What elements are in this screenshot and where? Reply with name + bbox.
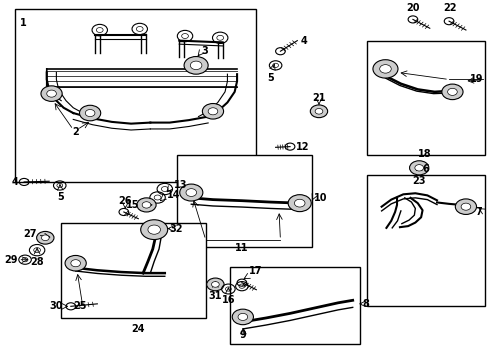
Circle shape bbox=[454, 199, 475, 215]
Text: 8: 8 bbox=[362, 299, 368, 309]
Text: 27: 27 bbox=[23, 229, 37, 239]
Text: 15: 15 bbox=[126, 200, 140, 210]
Text: 10: 10 bbox=[313, 193, 327, 203]
Text: 29: 29 bbox=[4, 255, 17, 265]
Circle shape bbox=[294, 199, 305, 207]
Text: 24: 24 bbox=[131, 324, 145, 334]
Circle shape bbox=[183, 57, 208, 74]
Circle shape bbox=[142, 202, 150, 208]
Text: 26: 26 bbox=[118, 196, 131, 206]
Circle shape bbox=[372, 60, 397, 78]
Circle shape bbox=[460, 203, 470, 210]
Circle shape bbox=[414, 165, 423, 171]
Text: 25: 25 bbox=[74, 301, 87, 311]
Circle shape bbox=[41, 86, 62, 102]
Text: 30: 30 bbox=[49, 301, 62, 311]
Circle shape bbox=[238, 314, 247, 320]
Circle shape bbox=[232, 309, 253, 325]
Text: 13: 13 bbox=[174, 180, 187, 190]
Circle shape bbox=[202, 104, 223, 119]
Circle shape bbox=[185, 189, 196, 197]
Text: 19: 19 bbox=[469, 75, 483, 85]
Bar bbox=[16, 9, 256, 182]
Text: 23: 23 bbox=[411, 176, 425, 186]
Bar bbox=[177, 156, 311, 247]
Text: 1: 1 bbox=[20, 18, 27, 28]
Text: 32: 32 bbox=[169, 224, 183, 234]
Circle shape bbox=[137, 198, 156, 212]
Circle shape bbox=[310, 105, 327, 118]
Text: 31: 31 bbox=[208, 292, 222, 301]
Text: 20: 20 bbox=[406, 3, 419, 13]
Text: 18: 18 bbox=[417, 149, 431, 159]
Text: 4: 4 bbox=[300, 36, 307, 46]
Circle shape bbox=[80, 105, 101, 121]
Text: 6: 6 bbox=[422, 164, 428, 174]
Text: 21: 21 bbox=[311, 93, 325, 103]
Text: 28: 28 bbox=[30, 257, 44, 267]
Text: 12: 12 bbox=[296, 141, 309, 152]
Circle shape bbox=[206, 278, 224, 291]
Circle shape bbox=[211, 282, 219, 287]
Circle shape bbox=[409, 161, 428, 175]
Text: 17: 17 bbox=[248, 266, 262, 276]
Text: 7: 7 bbox=[474, 207, 481, 217]
Circle shape bbox=[379, 65, 390, 73]
Circle shape bbox=[180, 184, 203, 201]
Bar bbox=[61, 222, 205, 318]
Circle shape bbox=[41, 235, 49, 240]
Bar bbox=[366, 175, 484, 306]
Circle shape bbox=[208, 108, 217, 115]
Circle shape bbox=[65, 256, 86, 271]
Circle shape bbox=[287, 195, 311, 212]
Circle shape bbox=[314, 108, 322, 114]
Text: 5: 5 bbox=[57, 192, 63, 202]
Text: 9: 9 bbox=[240, 330, 246, 340]
Text: 14: 14 bbox=[166, 190, 180, 201]
Circle shape bbox=[71, 260, 81, 267]
Circle shape bbox=[141, 220, 167, 239]
Circle shape bbox=[148, 225, 160, 234]
Bar bbox=[229, 267, 359, 345]
Circle shape bbox=[37, 231, 54, 244]
Text: 5: 5 bbox=[267, 73, 274, 83]
Bar bbox=[366, 41, 484, 156]
Circle shape bbox=[85, 109, 95, 117]
Text: 2: 2 bbox=[72, 127, 79, 138]
Text: 11: 11 bbox=[235, 243, 248, 253]
Text: 16: 16 bbox=[221, 295, 235, 305]
Circle shape bbox=[441, 84, 462, 100]
Circle shape bbox=[447, 88, 456, 95]
Text: 22: 22 bbox=[443, 3, 456, 13]
Text: 3: 3 bbox=[201, 46, 207, 56]
Circle shape bbox=[190, 61, 202, 69]
Text: 4: 4 bbox=[12, 177, 19, 187]
Circle shape bbox=[47, 90, 56, 97]
